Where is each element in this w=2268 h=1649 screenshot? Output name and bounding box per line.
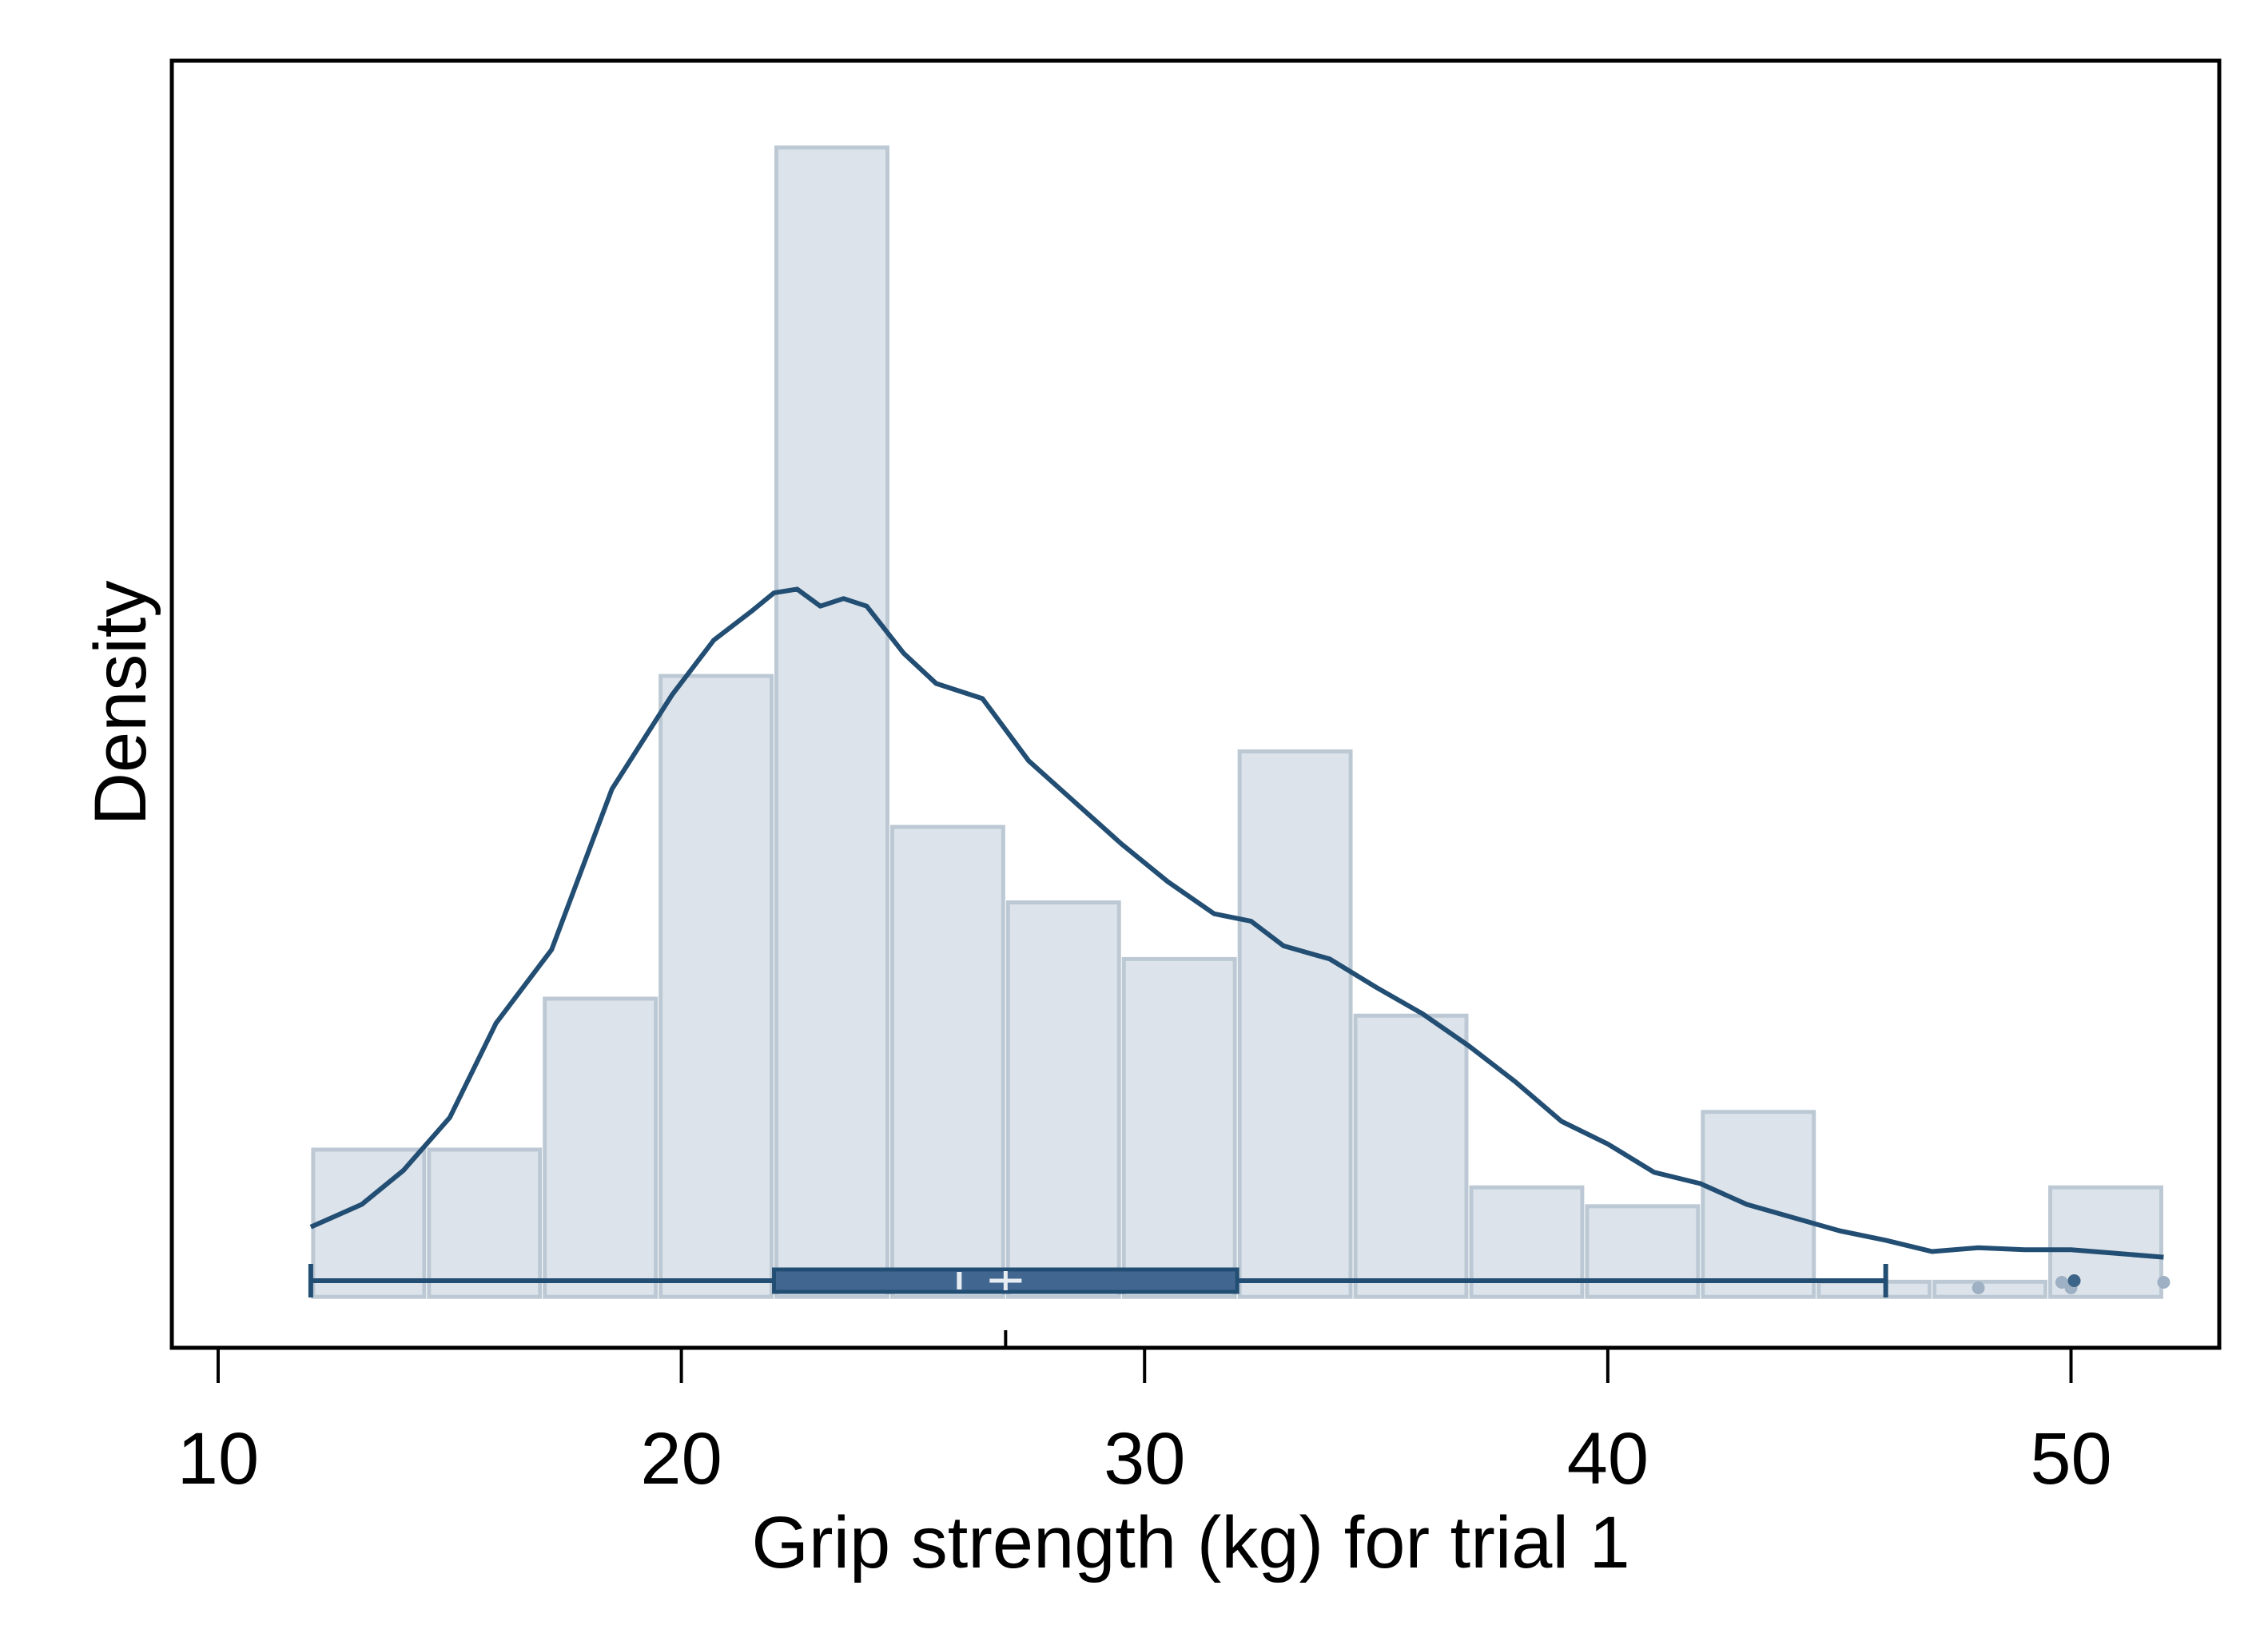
histogram-bar [1932, 1279, 2048, 1299]
histogram-bars [311, 145, 2163, 1299]
x-tick-label: 50 [2030, 1418, 2111, 1500]
histogram-bar [889, 824, 1005, 1299]
histogram-bar [1005, 900, 1121, 1299]
histogram-bar [1585, 1204, 1701, 1299]
histogram-bar [659, 674, 774, 1299]
histogram-bar [427, 1147, 543, 1299]
outlier-point-dark [2067, 1274, 2081, 1287]
x-tick-label: 10 [177, 1418, 259, 1500]
x-tick-label: 20 [640, 1418, 722, 1500]
density-curve [309, 586, 2164, 1260]
x-tick-label: 40 [1567, 1418, 1649, 1500]
x-tick-label: 30 [1104, 1418, 1185, 1500]
histogram-bar [543, 996, 659, 1299]
outlier-point [1972, 1281, 1985, 1294]
plot-frame [169, 58, 2222, 1350]
histogram-bar [774, 145, 889, 1299]
x-axis-ticks: 10 20 30 40 50 [177, 1348, 2112, 1500]
histogram-bar [1816, 1279, 1932, 1299]
histogram-bar [1701, 1110, 1816, 1299]
outlier-point [2055, 1276, 2068, 1289]
outlier-point [2157, 1276, 2171, 1289]
y-axis-title: Density [80, 581, 161, 826]
histogram-bar [311, 1147, 427, 1299]
boxplot [308, 1264, 2171, 1348]
histogram-bar [1353, 1013, 1469, 1299]
x-axis-title: Grip strength (kg) for trial 1 [751, 1502, 1629, 1583]
histogram-bar [1237, 749, 1353, 1299]
histogram-bar [1121, 956, 1237, 1299]
